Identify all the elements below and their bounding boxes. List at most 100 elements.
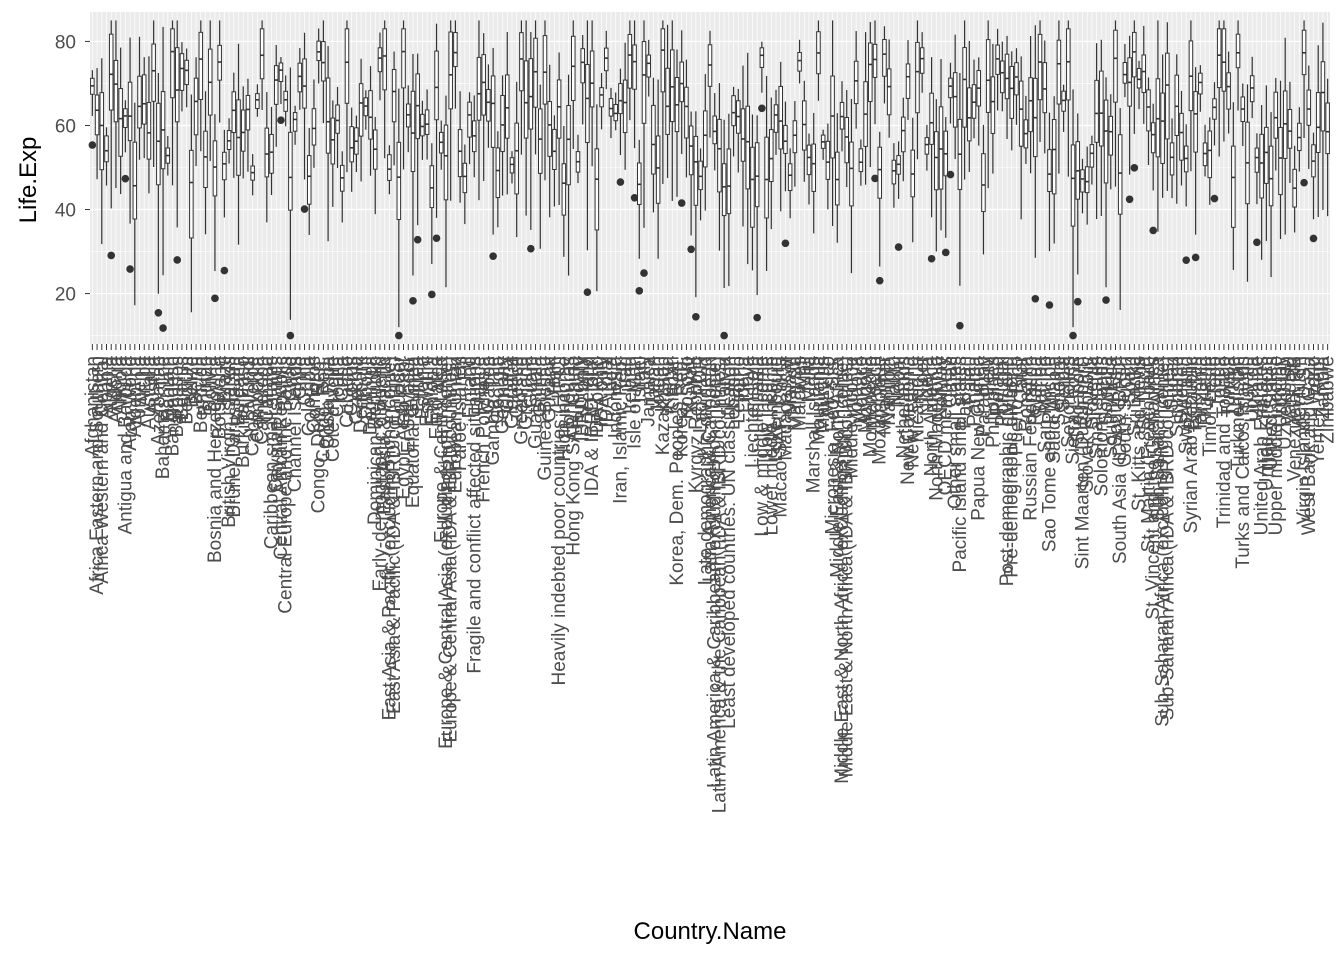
x-tick-label: Panama <box>964 356 985 427</box>
iqr-box <box>255 93 260 109</box>
boxplot-box <box>250 154 255 196</box>
outlier-point <box>159 324 167 332</box>
boxplot-box <box>189 94 194 313</box>
boxplot-box <box>773 89 779 155</box>
boxplot-box <box>1245 84 1250 282</box>
iqr-box <box>240 109 246 152</box>
x-tick-label: Honduras <box>559 356 580 438</box>
x-tick-label: Armenia <box>130 356 151 427</box>
iqr-box <box>391 68 397 123</box>
x-tick-label: Macao SAR, China <box>771 356 792 518</box>
boxplot-box <box>797 39 802 84</box>
iqr-box <box>170 28 175 99</box>
boxplot-box <box>1221 20 1227 142</box>
x-tick-label: Tunisia <box>1219 356 1240 417</box>
iqr-box <box>1094 79 1099 143</box>
x-tick-label: Syrian Arab Republic <box>1181 356 1202 533</box>
x-tick-label: Saudi Arabia <box>1044 356 1065 464</box>
boxplot-box <box>457 91 463 203</box>
x-tick-label: St. Vincent and the Grenadines <box>1143 356 1164 620</box>
x-tick-label: Belarus <box>172 356 193 420</box>
boxplot-box <box>259 20 265 110</box>
outlier-point <box>277 116 285 125</box>
boxplot-box <box>481 33 486 182</box>
boxplot-box <box>1018 56 1024 220</box>
x-tick-label: Eritrea <box>408 356 429 412</box>
x-tick-label: Kuwait <box>681 355 702 413</box>
x-tick-label: Gibraltar <box>502 355 523 429</box>
outlier-point <box>941 248 950 257</box>
boxplot-box <box>677 30 686 207</box>
boxplot-box <box>118 47 123 195</box>
x-tick-label: Micronesia, Fed. Sts. <box>823 356 844 534</box>
x-tick-label: Channel Islands <box>285 356 306 492</box>
iqr-box <box>500 94 505 153</box>
iqr-box <box>679 61 684 103</box>
iqr-box <box>599 87 604 108</box>
x-tick-label: Middle East & North Africa (IDA & IBRD c… <box>837 356 858 777</box>
x-tick-label: Algeria <box>101 356 122 416</box>
boxplot-box <box>1182 124 1190 264</box>
iqr-box <box>712 115 717 145</box>
x-tick-label: Thailand <box>1195 356 1216 429</box>
iqr-box <box>769 129 774 183</box>
x-tick-label: Turks and Caicos Islands <box>1233 356 1254 569</box>
iqr-box <box>1117 134 1123 215</box>
boxplot-box <box>863 32 868 185</box>
iqr-box <box>523 60 529 139</box>
boxplot-box <box>1292 145 1297 233</box>
x-tick-label: Singapore <box>1068 356 1089 443</box>
boxplot-box <box>476 20 482 201</box>
outlier-point <box>677 199 686 207</box>
boxplot-box <box>745 52 750 265</box>
x-tick-label: Belize <box>181 356 202 408</box>
outlier-point <box>173 256 182 264</box>
boxplot-box <box>413 53 422 244</box>
boxplot-box <box>126 37 134 273</box>
iqr-box <box>1315 92 1321 153</box>
x-tick-label: Mozambique <box>870 356 891 465</box>
x-tick-label: Dominica <box>361 356 382 436</box>
boxplot-box <box>409 53 417 305</box>
iqr-box <box>123 108 128 128</box>
x-tick-label: United States <box>1261 356 1282 470</box>
iqr-box <box>533 37 538 108</box>
iqr-box <box>967 87 972 142</box>
x-tick-label: Lesotho <box>728 356 749 424</box>
iqr-box <box>717 118 722 193</box>
x-tick-label: Paraguay <box>973 356 994 438</box>
outlier-point <box>687 245 695 254</box>
iqr-box <box>1037 33 1043 101</box>
boxplot-box <box>1202 124 1208 177</box>
x-tick-label: Trinidad and Tobago <box>1214 356 1235 528</box>
y-tick-label: 40 <box>55 201 76 222</box>
x-tick-label: IBRD only <box>573 356 594 442</box>
boxplot-box <box>519 20 524 155</box>
x-tick-label: Sub-Saharan Africa (IDA & IBRD countries… <box>1157 356 1178 720</box>
boxplot-box <box>1037 20 1043 142</box>
iqr-box <box>1259 133 1264 199</box>
boxplot-box <box>698 148 703 221</box>
x-tick-label: Mexico <box>818 356 839 416</box>
boxplot-box <box>1099 39 1104 217</box>
boxplot-box <box>1028 36 1033 174</box>
x-tick-label: Egypt, Arab Rep. <box>394 356 415 500</box>
boxplot-box <box>835 113 840 243</box>
boxplot-box <box>566 74 571 276</box>
iqr-box <box>424 109 430 135</box>
iqr-box <box>259 28 265 80</box>
boxplot-box <box>428 143 436 299</box>
boxplot-box <box>203 91 208 235</box>
y-tick-label: 20 <box>55 285 76 306</box>
boxplot-box <box>1226 51 1231 134</box>
boxplot-box <box>1309 132 1318 243</box>
boxplot-box <box>1306 65 1312 169</box>
x-tick-label: Pre-demographic dividend <box>1002 356 1023 578</box>
boxplot-box <box>792 101 798 187</box>
x-tick-label: Russian Federation <box>1021 356 1042 521</box>
iqr-box <box>94 94 100 136</box>
boxplot-box <box>1174 54 1180 204</box>
x-tick-label: IDA total <box>596 356 617 428</box>
outlier-point <box>211 294 219 303</box>
boxplot-box <box>170 20 175 186</box>
